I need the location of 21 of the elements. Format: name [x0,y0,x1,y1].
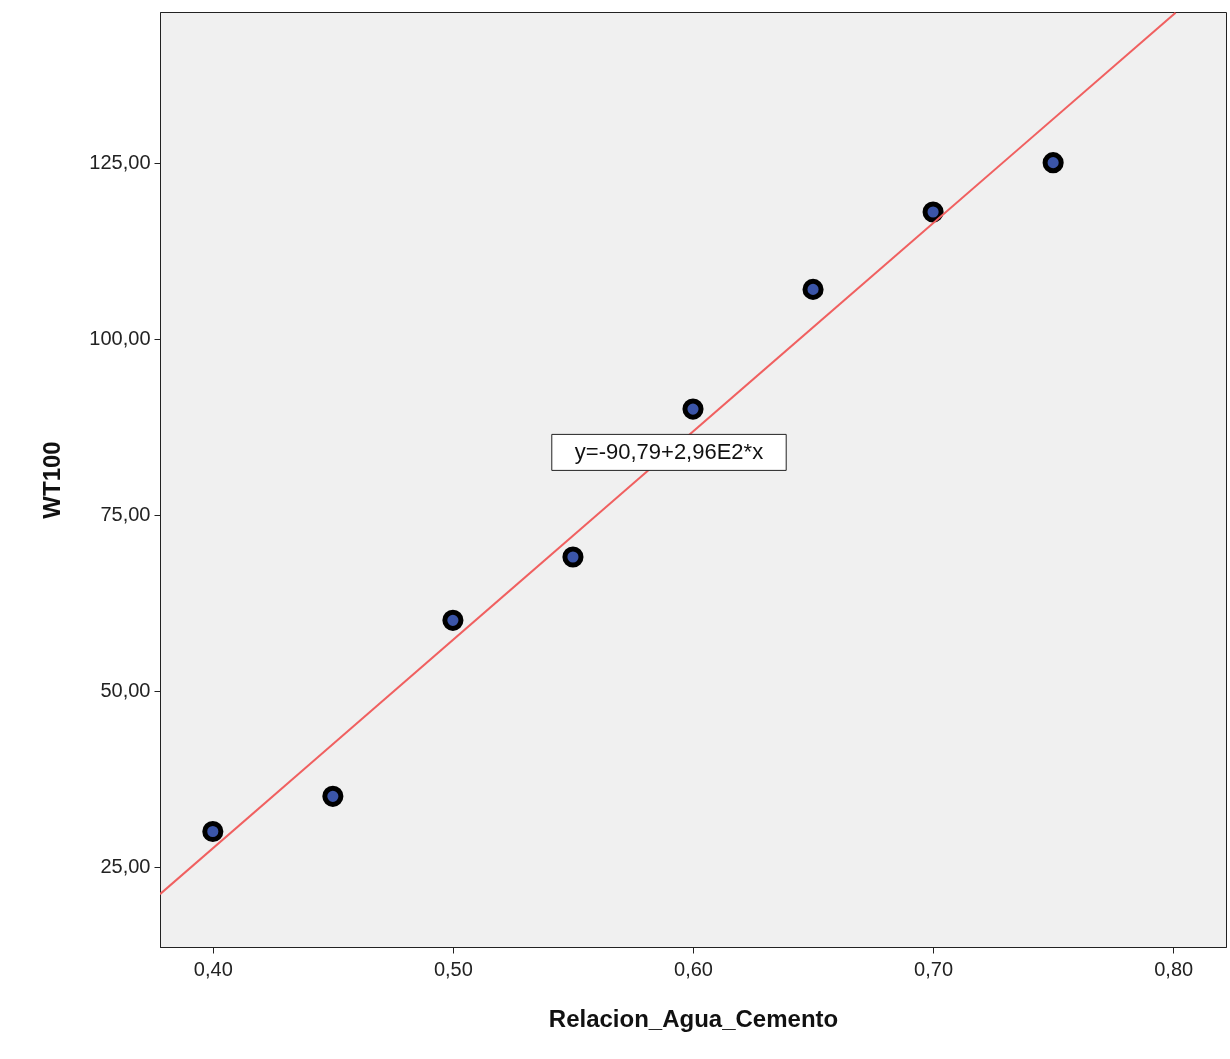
x-tick-label: 0,70 [914,957,954,980]
annotation: y=-90,79+2,96E2*x [574,439,764,465]
y-axis-title: WT100 [38,441,66,519]
point [442,609,464,631]
y-tick-label: 100,00 [89,327,151,350]
point [682,398,704,420]
point [922,201,944,223]
point [202,820,224,843]
x-tick-label: 0,50 [433,957,473,980]
y-tick-label: 25,00 [100,855,151,878]
y-tick-label: 50,00 [100,679,151,702]
point [322,785,344,807]
y-tick-label: 75,00 [100,503,151,526]
point [802,278,824,300]
x-tick-label: 0,40 [193,957,233,980]
x-tick-label: 0,80 [1154,957,1194,980]
x-tick-label: 0,60 [674,957,713,980]
point [562,546,584,568]
point [1042,152,1064,174]
y-tick-label: 125,00 [89,151,151,174]
x-axis-title: Relacion_Agua_Cemento [548,1004,839,1032]
